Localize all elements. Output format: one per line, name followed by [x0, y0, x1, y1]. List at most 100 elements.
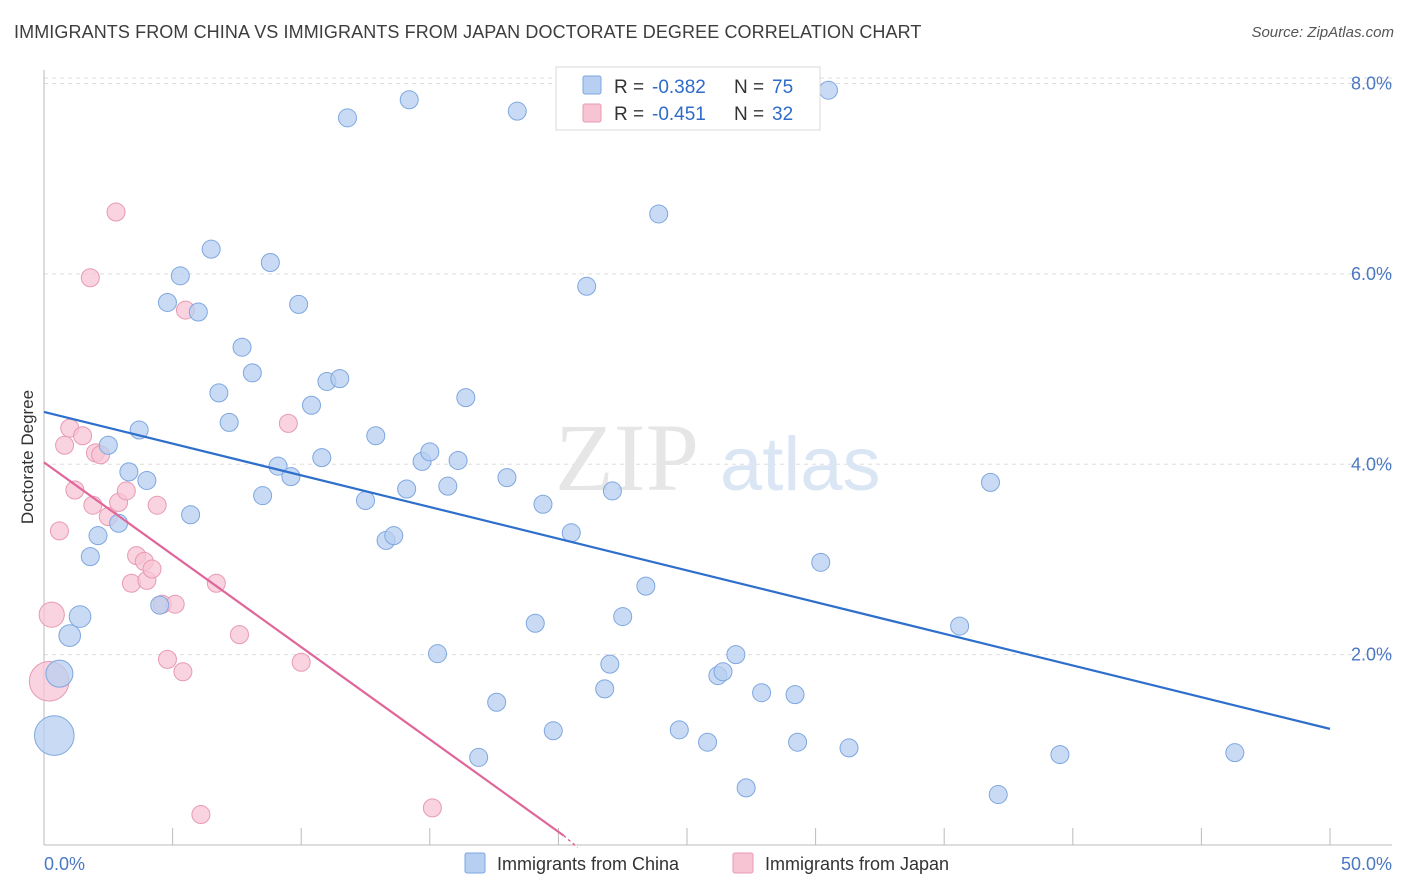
china-point	[1225, 743, 1245, 763]
china-point	[636, 576, 656, 596]
legend-china-label: Immigrants from China	[497, 854, 680, 874]
japan-n-value: 32	[772, 104, 793, 125]
china-point	[219, 412, 239, 432]
y-axis-label: Doctorate Degree	[18, 390, 37, 524]
china-point	[232, 337, 252, 357]
y-tick-label: 4.0%	[1351, 454, 1392, 474]
trend-lines	[43, 410, 1331, 849]
china-point	[698, 732, 718, 752]
china-point	[561, 523, 581, 543]
japan-point	[73, 426, 93, 446]
china-point	[438, 476, 458, 496]
china-point	[487, 692, 507, 712]
x-tick-labels: 0.0% 50.0%	[44, 854, 1392, 874]
china-point	[613, 607, 633, 627]
japan-points	[28, 202, 442, 825]
japan-swatch	[582, 103, 602, 123]
china-n-label: N =	[734, 77, 764, 98]
legend-japan-label: Immigrants from Japan	[765, 854, 949, 874]
china-point	[988, 785, 1008, 805]
china-point	[1050, 745, 1070, 765]
china-trend-line	[43, 410, 1331, 730]
y-tick-labels: 2.0% 4.0% 6.0% 8.0%	[1351, 74, 1392, 665]
china-point	[98, 435, 118, 455]
china-point	[201, 239, 221, 259]
china-point	[181, 505, 201, 525]
x-tick-label: 0.0%	[44, 854, 85, 874]
china-point	[980, 472, 1000, 492]
legend-japan-swatch	[732, 852, 754, 874]
china-point	[356, 490, 375, 510]
watermark-zip: ZIP	[555, 404, 699, 511]
china-point	[543, 721, 563, 741]
china-point	[448, 450, 468, 470]
japan-point	[83, 495, 103, 515]
japan-point	[191, 805, 211, 825]
japan-point	[121, 573, 141, 593]
y-tick-label: 8.0%	[1351, 74, 1392, 94]
china-point	[428, 644, 448, 664]
china-point	[649, 204, 669, 224]
japan-r-value: -0.451	[652, 104, 706, 125]
x-axis-ticks	[172, 828, 1331, 845]
china-point	[713, 662, 733, 682]
china-point	[811, 552, 831, 572]
china-point	[818, 80, 838, 100]
china-point	[595, 679, 615, 699]
china-point	[669, 720, 689, 740]
china-point	[260, 252, 280, 272]
china-points	[33, 80, 1245, 805]
china-point	[600, 654, 620, 674]
china-point	[242, 363, 262, 383]
china-point	[68, 605, 92, 628]
chart-title: IMMIGRANTS FROM CHINA VS IMMIGRANTS FROM…	[14, 22, 922, 42]
china-swatch	[582, 75, 602, 95]
china-point	[785, 685, 805, 705]
japan-r-label: R =	[614, 104, 644, 125]
japan-point	[147, 495, 167, 515]
china-point	[507, 101, 527, 121]
china-point	[525, 613, 545, 633]
china-point	[88, 526, 108, 546]
china-r-label: R =	[614, 77, 644, 98]
japan-point	[291, 652, 311, 672]
china-point	[170, 266, 190, 286]
china-point	[366, 426, 386, 446]
china-point	[384, 526, 404, 546]
china-point	[119, 462, 139, 482]
china-point	[497, 468, 517, 488]
china-point	[80, 547, 100, 567]
china-point	[209, 383, 229, 403]
china-point	[289, 294, 309, 314]
japan-point	[106, 202, 126, 222]
china-point	[337, 108, 357, 128]
japan-point	[49, 521, 69, 541]
china-point	[137, 470, 157, 490]
china-point	[397, 479, 417, 499]
china-point	[58, 624, 82, 647]
japan-point	[80, 268, 100, 288]
china-point	[469, 747, 489, 767]
china-point	[399, 90, 419, 110]
china-point	[253, 486, 273, 506]
stats-legend: R = -0.382 N = 75 R = -0.451 N = 32	[555, 66, 821, 131]
source-credit: Source: ZipAtlas.com	[1251, 24, 1394, 41]
china-point	[301, 395, 321, 415]
series-legend: Immigrants from China Immigrants from Ja…	[464, 852, 949, 874]
china-point	[577, 276, 597, 296]
japan-point	[38, 601, 65, 628]
japan-point	[142, 559, 162, 579]
japan-n-label: N =	[734, 104, 764, 125]
china-point	[602, 481, 622, 501]
china-point	[420, 442, 440, 462]
japan-point	[157, 649, 177, 669]
china-point	[788, 732, 808, 752]
x-tick-label: 50.0%	[1341, 854, 1392, 874]
legend-china-swatch	[464, 852, 486, 874]
japan-point	[278, 413, 298, 433]
japan-point	[229, 625, 249, 645]
china-point	[456, 388, 476, 408]
japan-point	[206, 573, 226, 593]
watermark-atlas: atlas	[720, 422, 881, 507]
